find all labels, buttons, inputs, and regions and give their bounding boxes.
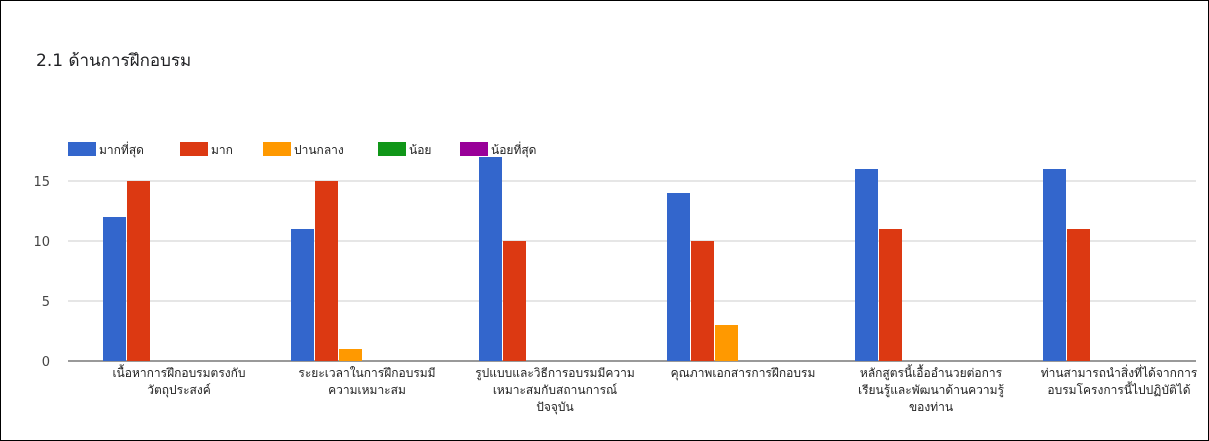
bar[interactable]	[479, 157, 502, 361]
legend-label: มาก	[211, 143, 233, 157]
legend-swatch	[460, 142, 488, 156]
category-label: หลักสูตรนี้เอื้ออำนวยต่อการเรียนรู้และพั…	[858, 364, 1005, 414]
bar[interactable]	[503, 241, 526, 361]
category-labels: เนื้อหาการฝึกอบรมตรงกับวัตถุประสงค์ ระยะเ…	[112, 364, 1197, 415]
bar[interactable]	[1043, 169, 1066, 361]
y-tick-label: 0	[42, 355, 50, 370]
bar[interactable]	[103, 217, 126, 361]
bar[interactable]	[879, 229, 902, 361]
category-label: รูปแบบและวิธีการอบรมมีความเหมาะสมกับสถาน…	[475, 366, 635, 415]
y-tick-label: 10	[33, 235, 50, 250]
category-label: ระยะเวลาในการฝึกอบรมมีความเหมาะสม	[298, 366, 435, 397]
bar[interactable]	[691, 241, 714, 361]
gridlines	[68, 180, 1196, 362]
legend-swatch	[180, 142, 208, 156]
legend-swatch	[263, 142, 291, 156]
category-label: ท่านสามารถนำสิ่งที่ได้จากการอบรมโครงการน…	[1041, 364, 1198, 397]
legend: มากที่สุด มาก ปานกลาง น้อย น้อยที่สุด	[68, 141, 536, 158]
bar[interactable]	[715, 325, 738, 361]
bar[interactable]	[315, 181, 338, 361]
legend-label: น้อยที่สุด	[491, 141, 536, 158]
bar[interactable]	[339, 349, 362, 361]
chart-title: 2.1 ด้านการฝึกอบรม	[36, 51, 192, 71]
category-label: เนื้อหาการฝึกอบรมตรงกับวัตถุประสงค์	[112, 364, 245, 398]
legend-label: มากที่สุด	[99, 141, 144, 158]
y-tick-label: 15	[33, 175, 50, 190]
legend-label: ปานกลาง	[294, 143, 344, 157]
y-tick-label: 5	[42, 295, 50, 310]
bar[interactable]	[855, 169, 878, 361]
bar[interactable]	[1067, 229, 1090, 361]
legend-swatch	[68, 142, 96, 156]
bar[interactable]	[291, 229, 314, 361]
category-label: คุณภาพเอกสารการฝึกอบรม	[671, 366, 816, 381]
bars	[103, 157, 1090, 361]
bar[interactable]	[667, 193, 690, 361]
y-axis-ticks: 0 5 10 15	[33, 175, 50, 370]
legend-swatch	[378, 142, 406, 156]
bar[interactable]	[127, 181, 150, 361]
legend-label: น้อย	[409, 143, 431, 157]
